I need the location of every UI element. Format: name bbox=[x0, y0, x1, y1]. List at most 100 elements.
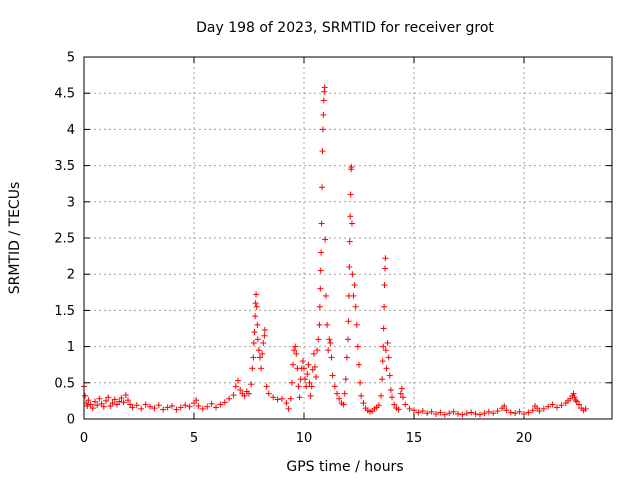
data-point bbox=[261, 326, 268, 333]
data-point bbox=[576, 401, 582, 408]
data-point bbox=[477, 411, 483, 418]
data-point bbox=[494, 408, 501, 415]
data-point bbox=[246, 390, 252, 397]
data-point bbox=[351, 282, 358, 289]
data-point bbox=[378, 392, 384, 399]
data-point bbox=[554, 404, 560, 411]
data-point bbox=[345, 336, 351, 343]
data-point bbox=[433, 410, 439, 417]
data-point bbox=[382, 347, 389, 354]
data-point bbox=[85, 397, 92, 404]
data-point bbox=[213, 404, 219, 411]
data-point bbox=[347, 213, 354, 220]
data-point bbox=[217, 401, 224, 408]
data-point bbox=[402, 401, 409, 408]
data-point bbox=[221, 399, 228, 406]
data-point bbox=[348, 164, 355, 171]
data-point bbox=[400, 394, 406, 401]
data-point bbox=[437, 409, 444, 416]
data-point bbox=[386, 372, 393, 379]
data-point bbox=[92, 398, 98, 405]
data-point bbox=[292, 343, 299, 350]
data-point bbox=[258, 365, 265, 372]
data-point bbox=[120, 399, 127, 406]
data-point bbox=[319, 126, 326, 133]
data-point bbox=[322, 236, 329, 243]
data-point bbox=[490, 410, 497, 417]
data-point bbox=[252, 313, 259, 320]
data-point bbox=[540, 405, 547, 412]
data-point bbox=[419, 408, 426, 415]
grid bbox=[84, 57, 612, 419]
data-point bbox=[345, 318, 352, 325]
data-point bbox=[118, 395, 125, 402]
data-point bbox=[293, 350, 300, 357]
data-point bbox=[320, 111, 327, 118]
y-tick-label: 5 bbox=[67, 51, 75, 66]
data-point bbox=[155, 402, 162, 409]
data-point bbox=[381, 282, 388, 289]
data-point bbox=[296, 394, 303, 401]
data-point bbox=[310, 350, 317, 357]
data-point bbox=[375, 402, 382, 409]
data-point bbox=[235, 377, 241, 384]
data-point bbox=[169, 402, 175, 409]
data-point bbox=[285, 405, 292, 412]
data-point bbox=[307, 392, 314, 399]
data-point bbox=[380, 343, 387, 350]
data-point bbox=[270, 394, 277, 401]
data-point bbox=[195, 402, 202, 409]
data-point bbox=[424, 410, 431, 417]
data-point bbox=[512, 410, 519, 417]
data-point bbox=[254, 336, 261, 343]
data-point bbox=[122, 392, 129, 399]
data-point bbox=[350, 292, 357, 299]
data-point bbox=[346, 238, 353, 245]
data-point bbox=[570, 390, 577, 397]
data-point bbox=[356, 361, 362, 368]
data-point bbox=[319, 148, 326, 155]
y-tick-label: 2.5 bbox=[54, 232, 75, 247]
y-tick-label: 0.5 bbox=[54, 376, 75, 391]
data-point bbox=[199, 405, 206, 412]
data-point bbox=[257, 354, 263, 361]
data-point bbox=[230, 392, 237, 399]
data-point bbox=[318, 220, 325, 227]
data-point bbox=[385, 354, 392, 361]
data-point bbox=[241, 392, 248, 399]
data-point bbox=[306, 379, 313, 386]
data-point bbox=[349, 271, 356, 278]
data-point bbox=[384, 339, 391, 346]
y-axis-label: SRMTID / TECUs bbox=[7, 182, 23, 295]
data-point bbox=[342, 376, 349, 383]
data-point bbox=[125, 397, 131, 404]
data-point bbox=[291, 347, 298, 354]
data-point bbox=[308, 383, 315, 390]
data-point bbox=[326, 336, 333, 343]
data-point bbox=[142, 401, 149, 408]
data-point bbox=[315, 336, 322, 343]
data-point bbox=[251, 329, 258, 336]
data-point bbox=[316, 321, 323, 328]
data-point bbox=[340, 401, 347, 408]
data-point bbox=[463, 410, 470, 417]
data-point bbox=[341, 390, 348, 397]
data-point bbox=[536, 408, 543, 415]
data-point bbox=[358, 392, 365, 399]
data-point bbox=[334, 390, 340, 397]
x-tick-label: 0 bbox=[80, 431, 88, 446]
data-point bbox=[389, 394, 395, 401]
data-point bbox=[395, 406, 402, 413]
data-point bbox=[164, 404, 171, 411]
chart-title: Day 198 of 2023, SRMTID for receiver gro… bbox=[196, 20, 494, 36]
y-tick-label: 1 bbox=[67, 340, 75, 355]
data-point bbox=[357, 379, 364, 386]
data-point bbox=[391, 401, 398, 408]
data-point bbox=[253, 291, 260, 298]
data-point bbox=[237, 387, 244, 394]
data-point bbox=[261, 332, 268, 339]
data-point bbox=[109, 400, 116, 407]
data-point bbox=[133, 402, 140, 409]
data-point bbox=[347, 191, 354, 198]
